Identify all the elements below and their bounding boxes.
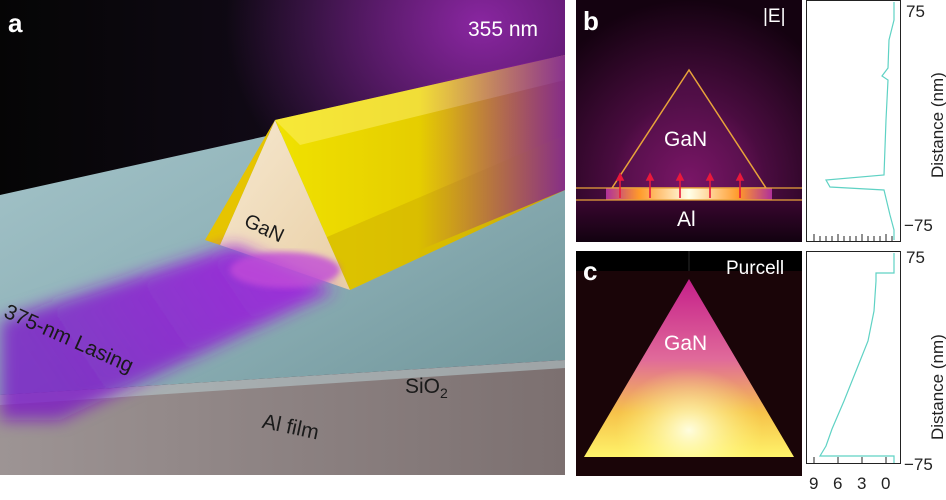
panel-c-gan-label: GaN (664, 332, 708, 355)
panel-a-label: a (8, 8, 23, 38)
c-ylabel: Distance (nm) (928, 334, 946, 440)
substrate-label-main: SiO (405, 375, 441, 398)
xtick-6: 6 (833, 474, 843, 493)
c-ytick-top: 75 (906, 248, 925, 267)
gan-end-face (220, 120, 350, 290)
xtick-0: 0 (881, 474, 891, 493)
profile-plot-c (806, 251, 901, 464)
b-ylabel: Distance (nm) (928, 72, 946, 178)
al-layer (576, 200, 802, 242)
panel-b-field-map (576, 0, 802, 242)
substrate-label: SiO2 (405, 375, 448, 401)
b-ytick-top: 75 (906, 2, 925, 21)
panel-b-al-label: Al (677, 208, 696, 231)
field-magnitude-label: |E| (763, 6, 786, 27)
xtick-3: 3 (857, 474, 867, 493)
panel-c-purcell-map (576, 251, 802, 476)
panel-c-label: c (583, 256, 598, 286)
purcell-profile-curve (818, 253, 895, 463)
profile-plot-b (806, 0, 901, 242)
c-ytick-bottom: −75 (904, 455, 933, 474)
purcell-title: Purcell (726, 258, 785, 279)
gap-hotspot (606, 188, 772, 200)
field-profile-curve (825, 2, 895, 240)
b-ytick-bottom: −75 (904, 216, 933, 235)
field-arrows (615, 172, 745, 198)
panel-b-gan-label: GaN (664, 128, 708, 151)
panel-b-label: b (583, 6, 599, 36)
wavelength-label: 355 nm (468, 18, 539, 41)
substrate-label-subscript: 2 (440, 385, 448, 402)
xtick-9: 9 (809, 474, 819, 493)
laser-beam (0, 245, 335, 420)
panel-a-illustration (0, 0, 565, 475)
